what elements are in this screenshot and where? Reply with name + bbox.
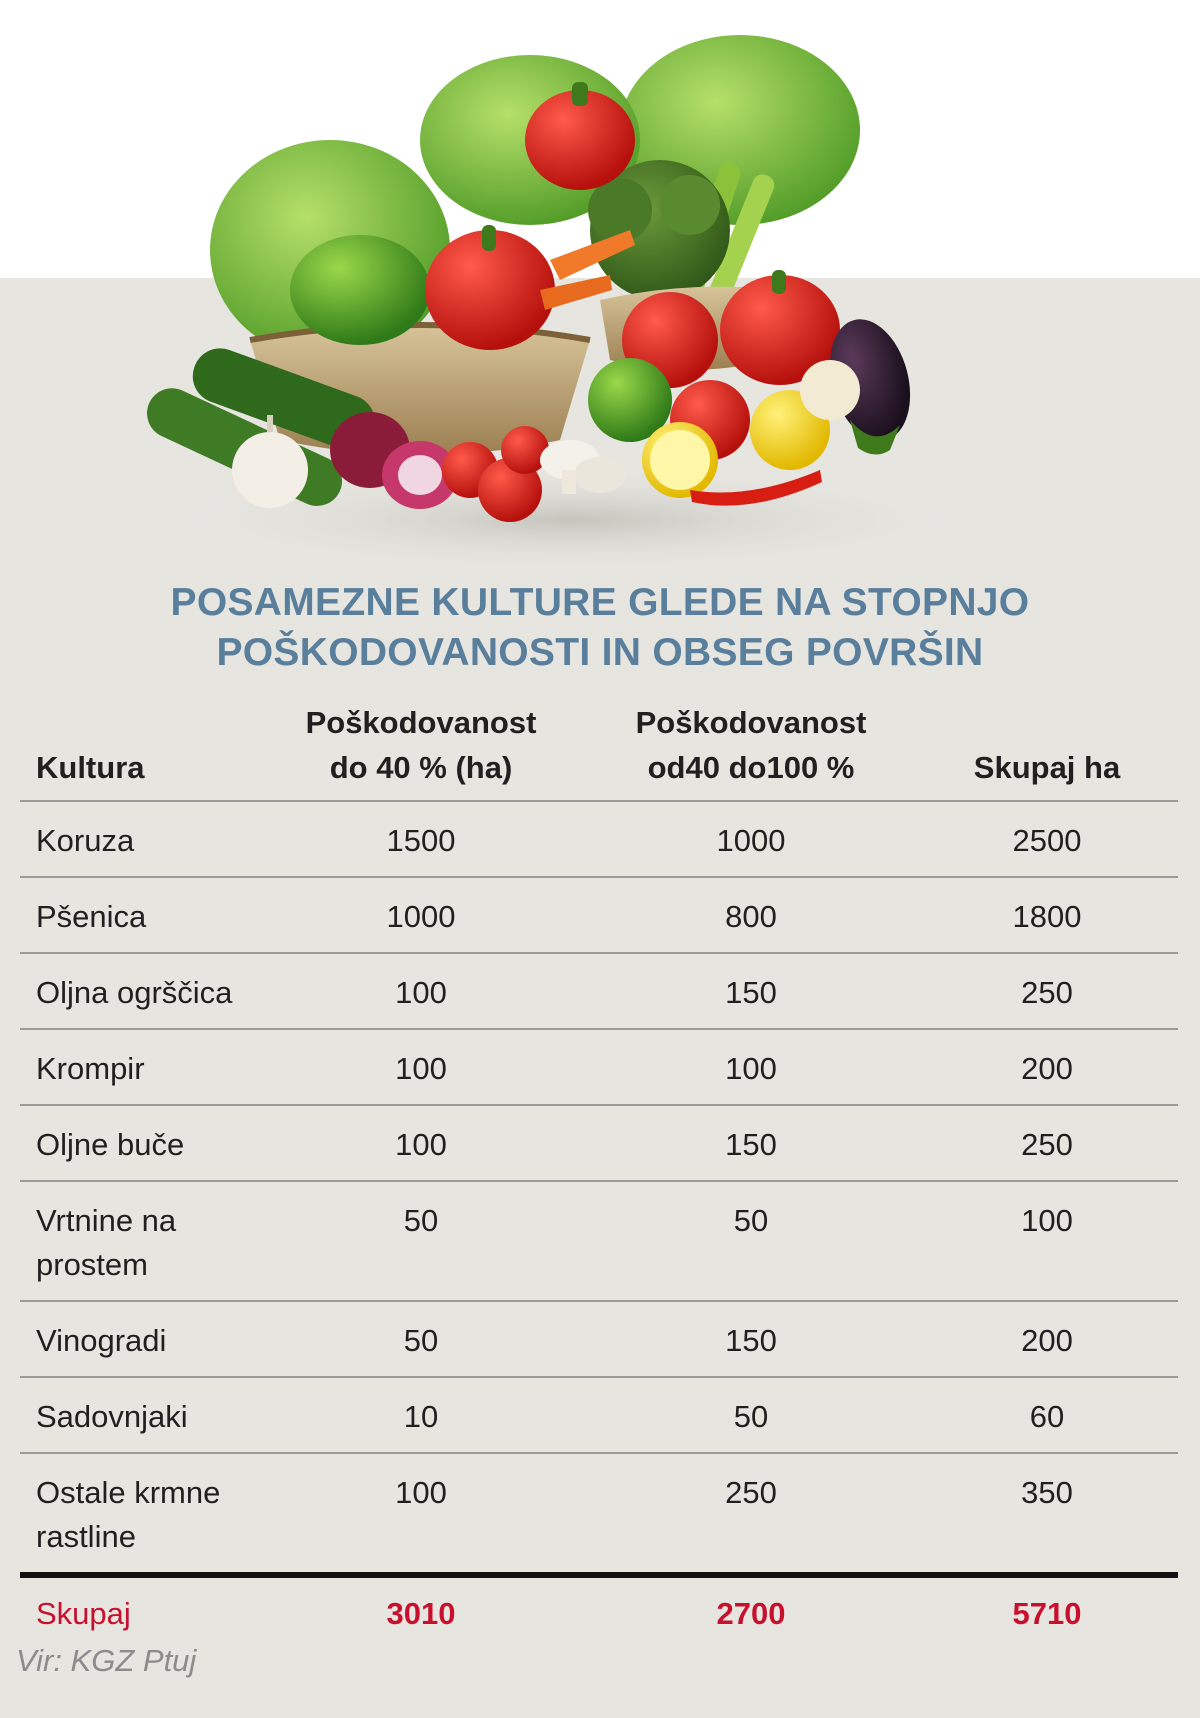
header-damage-up-to-40-line2: do 40 % (ha)	[329, 750, 513, 785]
damage-up-to-40-value: 1500	[256, 801, 586, 878]
crop-name: Ostale krmne rastline	[20, 1453, 256, 1578]
total-ha-value: 2500	[916, 801, 1178, 878]
source-credit: Vir: KGZ Ptuj	[16, 1643, 197, 1678]
vegetables-photo	[147, 35, 990, 575]
table-row: Sadovnjaki 10 50 60	[20, 1377, 1178, 1454]
table-row: Oljna ogrščica 100 150 250	[20, 953, 1178, 1030]
grand-total-ha: 5710	[1012, 1596, 1082, 1631]
damage-40-to-100-value: 1000	[586, 801, 916, 878]
damage-up-to-40-value: 100	[256, 953, 586, 1030]
damage-up-to-40-value: 100	[256, 1029, 586, 1106]
header-damage-40-to-100-line1: Poškodovanost	[635, 705, 867, 740]
total-ha-value: 1800	[916, 877, 1178, 954]
table-row: Koruza 1500 1000 2500	[20, 801, 1178, 878]
total-ha-value: 200	[916, 1029, 1178, 1106]
crop-name-line1: Vrtnine na	[36, 1203, 177, 1238]
table-row: Vinogradi 50 150 200	[20, 1301, 1178, 1378]
table-row: Oljne buče 100 150 250	[20, 1105, 1178, 1182]
header-total-ha: Skupaj ha	[916, 700, 1178, 802]
table-header-row: Kultura Poškodovanost do 40 % (ha) Poško…	[20, 700, 1178, 802]
total-ha-value: 200	[916, 1301, 1178, 1378]
table-row: Vrtnine na prostem 50 50 100	[20, 1181, 1178, 1302]
crop-name: Vinogradi	[20, 1301, 256, 1378]
total-label: Skupaj	[36, 1596, 131, 1631]
total-ha-value: 250	[916, 1105, 1178, 1182]
crop-name: Oljna ogrščica	[20, 953, 256, 1030]
crop-name: Vrtnine na prostem	[20, 1181, 256, 1302]
table-row: Ostale krmne rastline 100 250 350	[20, 1453, 1178, 1578]
damage-40-to-100-value: 50	[586, 1377, 916, 1454]
crop-name-line1: Ostale krmne	[36, 1475, 221, 1510]
damage-40-to-100-value: 250	[586, 1453, 916, 1578]
total-ha-value: 60	[916, 1377, 1178, 1454]
crop-name: Oljne buče	[20, 1105, 256, 1182]
total-ha-value: 100	[916, 1181, 1178, 1302]
damage-40-to-100-value: 800	[586, 877, 916, 954]
table-row: Pšenica 1000 800 1800	[20, 877, 1178, 954]
damage-up-to-40-value: 100	[256, 1453, 586, 1578]
title-line-2: POŠKODOVANOSTI IN OBSEG POVRŠIN	[216, 631, 984, 674]
total-ha-value: 250	[916, 953, 1178, 1030]
damage-40-to-100-value: 150	[586, 953, 916, 1030]
crop-name-line2: rastline	[36, 1519, 136, 1554]
header-damage-40-to-100-line2: od40 do100 %	[647, 750, 855, 785]
crop-name-line2: prostem	[36, 1247, 148, 1282]
title-line-1: POSAMEZNE KULTURE GLEDE NA STOPNJO	[170, 581, 1030, 624]
damage-40-to-100-value: 50	[586, 1181, 916, 1302]
header-kultura: Kultura	[20, 700, 256, 802]
infographic-title: POSAMEZNE KULTURE GLEDE NA STOPNJO POŠKO…	[0, 578, 1200, 678]
header-damage-up-to-40-line1: Poškodovanost	[305, 705, 537, 740]
crop-name: Krompir	[20, 1029, 256, 1106]
total-damage-40-to-100: 2700	[716, 1596, 786, 1631]
total-damage-up-to-40: 3010	[386, 1596, 456, 1631]
damage-up-to-40-value: 50	[256, 1181, 586, 1302]
damage-40-to-100-value: 100	[586, 1029, 916, 1106]
damage-table: Kultura Poškodovanost do 40 % (ha) Poško…	[20, 700, 1178, 1649]
header-damage-40-to-100: Poškodovanost od40 do100 %	[586, 700, 916, 802]
damage-up-to-40-value: 50	[256, 1301, 586, 1378]
damage-up-to-40-value: 100	[256, 1105, 586, 1182]
table-total-row: Skupaj 3010 2700 5710	[20, 1575, 1178, 1649]
crop-name: Koruza	[20, 801, 256, 878]
total-ha-value: 350	[916, 1453, 1178, 1578]
damage-40-to-100-value: 150	[586, 1301, 916, 1378]
header-damage-up-to-40: Poškodovanost do 40 % (ha)	[256, 700, 586, 802]
damage-up-to-40-value: 10	[256, 1377, 586, 1454]
table-row: Krompir 100 100 200	[20, 1029, 1178, 1106]
crop-name: Pšenica	[20, 877, 256, 954]
crop-name: Sadovnjaki	[20, 1377, 256, 1454]
damage-up-to-40-value: 1000	[256, 877, 586, 954]
damage-40-to-100-value: 150	[586, 1105, 916, 1182]
